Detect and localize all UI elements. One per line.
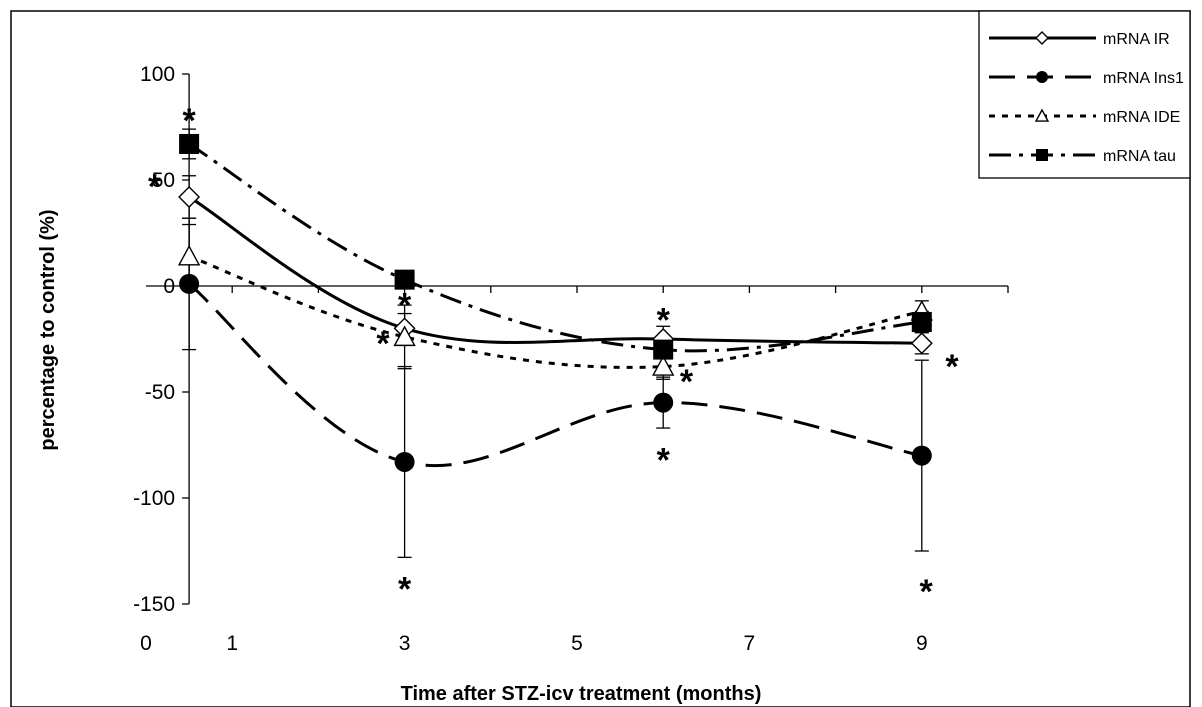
significance-star: * [398, 287, 412, 325]
y-tick-label: 50 [152, 169, 175, 192]
significance-star: * [182, 102, 196, 140]
data-point [653, 392, 674, 413]
legend-marker [1036, 71, 1048, 83]
significance-star: * [657, 441, 671, 479]
significance-star: * [657, 301, 671, 339]
series-markers [177, 133, 933, 472]
y-axis-title: percentage to control (%) [37, 209, 59, 450]
legend-marker [1035, 31, 1049, 45]
significance-star: * [376, 325, 390, 363]
y-tick-label: 100 [140, 63, 175, 86]
data-point [393, 325, 416, 347]
x-tick-label: 9 [916, 632, 928, 655]
y-tick-label: -150 [133, 593, 175, 616]
legend-label: mRNA IDE [1103, 109, 1180, 126]
x-tick-label: 0 [140, 632, 152, 655]
data-point [910, 332, 933, 355]
x-tick-label: 3 [399, 632, 411, 655]
data-point [178, 185, 201, 208]
significance-star: * [945, 348, 959, 386]
data-point [394, 269, 415, 290]
y-tick-labels: 100 50 0 -50 -100 -150 [133, 63, 175, 616]
series-lines [188, 142, 923, 468]
significance-star: * [919, 573, 933, 611]
x-tick-label: 1 [226, 632, 238, 655]
data-point [179, 133, 200, 154]
y-tick-label: -50 [145, 381, 175, 404]
series-line-mrna-ide [188, 254, 923, 369]
data-point [179, 273, 200, 294]
x-axis-title: Time after STZ-icv treatment (months) [401, 683, 762, 705]
data-point [394, 451, 415, 472]
data-point [911, 445, 932, 466]
series-line-mrna-ins1 [188, 282, 923, 468]
legend-label: mRNA tau [1103, 148, 1176, 165]
significance-star: * [148, 168, 162, 206]
significance-star: * [680, 363, 694, 401]
legend-marker [1036, 149, 1048, 161]
series-line-mrna-tau [188, 142, 922, 353]
significance-markers: ********** [148, 102, 959, 611]
data-point [652, 355, 675, 376]
significance-star: * [398, 571, 412, 609]
legend-marker [1034, 108, 1050, 122]
data-point [653, 339, 674, 360]
x-tick-label: 5 [571, 632, 583, 655]
y-tick-label: -100 [133, 487, 175, 510]
y-tick-label: 0 [163, 275, 175, 298]
x-tick-labels: 0 1 3 5 7 9 [140, 632, 927, 655]
x-tick-label: 7 [744, 632, 756, 655]
data-point [177, 244, 201, 266]
legend: mRNA IR mRNA Ins1 mRNA IDE mRNA tau [978, 10, 1191, 179]
legend-label: mRNA IR [1103, 31, 1170, 48]
data-point [911, 312, 932, 333]
legend-label: mRNA Ins1 [1103, 70, 1184, 87]
